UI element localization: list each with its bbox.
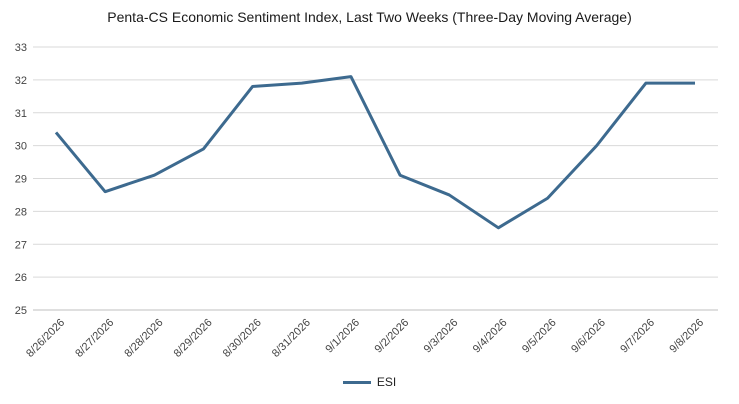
x-axis-ticks: 8/26/2026 8/27/2026 8/28/2026 8/29/2026 8/30…: [24, 317, 706, 360]
y-tick-label: 32: [15, 75, 27, 87]
x-tick-label: 9/2/2026: [373, 317, 412, 356]
legend-label-esi: ESI: [376, 375, 397, 389]
y-tick-label: 27: [15, 239, 27, 251]
x-tick-label: 8/29/2026: [172, 317, 215, 360]
y-tick-label: 28: [15, 206, 27, 218]
x-tick-label: 8/27/2026: [73, 317, 116, 360]
y-tick-label: 26: [15, 272, 27, 284]
y-tick-label: 29: [15, 174, 27, 186]
series-line-esi: [54, 75, 695, 230]
y-tick-label: 25: [15, 305, 27, 317]
x-tick-label: 8/30/2026: [221, 317, 264, 360]
x-tick-label: 9/4/2026: [471, 317, 510, 356]
chart-title: Penta-CS Economic Sentiment Index, Last …: [107, 9, 632, 25]
x-tick-label: 9/8/2026: [667, 317, 706, 356]
y-axis-ticks: 25 26 27 28 29 30 31 32 33: [15, 42, 27, 317]
x-tick-label: 8/26/2026: [24, 317, 67, 360]
gridlines: [33, 46, 718, 311]
y-tick-label: 31: [15, 108, 27, 120]
y-tick-label: 30: [15, 141, 27, 153]
x-tick-label: 9/6/2026: [569, 317, 608, 356]
series-layer: [54, 75, 696, 230]
x-tick-label: 9/3/2026: [422, 317, 461, 356]
y-tick-label: 33: [15, 42, 27, 54]
legend-swatch-esi: [342, 381, 371, 385]
legend: ESI: [0, 375, 739, 389]
x-tick-label: 9/5/2026: [520, 317, 559, 356]
x-tick-label: 9/1/2026: [323, 317, 362, 356]
x-tick-label: 8/28/2026: [122, 317, 165, 360]
x-tick-label: 8/31/2026: [270, 317, 313, 360]
x-tick-label: 9/7/2026: [618, 317, 657, 356]
